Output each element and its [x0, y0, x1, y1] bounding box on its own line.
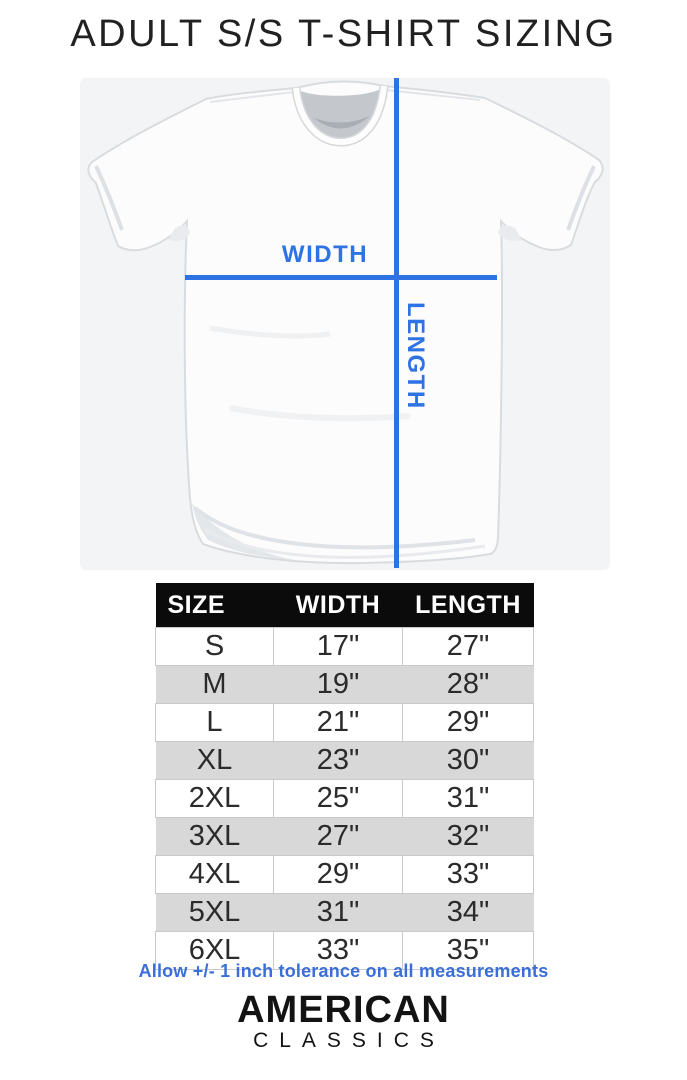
width-cell: 27"	[273, 817, 403, 856]
width-cell: 19"	[273, 665, 403, 704]
header-width: WIDTH	[273, 583, 403, 628]
length-cell: 30"	[402, 741, 534, 780]
size-cell: 2XL	[155, 779, 274, 818]
length-cell: 35"	[402, 931, 534, 970]
size-table: SIZE WIDTH LENGTH S 17" 27" M 19" 28" L …	[155, 583, 534, 970]
width-cell: 21"	[273, 703, 403, 742]
brand-name: AMERICAN	[237, 989, 450, 1031]
table-header-row: SIZE WIDTH LENGTH	[155, 583, 534, 628]
width-cell: 33"	[273, 931, 403, 970]
page-title: ADULT S/S T-SHIRT SIZING	[70, 13, 617, 55]
length-cell: 32"	[402, 817, 534, 856]
size-cell: M	[155, 665, 274, 704]
size-cell: 3XL	[155, 817, 274, 856]
width-measure-line	[185, 275, 497, 280]
table-row: 2XL 25" 31"	[155, 779, 534, 818]
length-cell: 28"	[402, 665, 534, 704]
size-cell: 5XL	[155, 893, 274, 932]
tshirt-image	[80, 78, 610, 570]
length-cell: 33"	[402, 855, 534, 894]
table-row: XL 23" 30"	[155, 741, 534, 780]
length-measure-line	[394, 78, 399, 568]
table-row: L 21" 29"	[155, 703, 534, 742]
width-cell: 23"	[273, 741, 403, 780]
size-cell: S	[155, 627, 274, 666]
table-row: 3XL 27" 32"	[155, 817, 534, 856]
length-cell: 31"	[402, 779, 534, 818]
table-row: 4XL 29" 33"	[155, 855, 534, 894]
table-row: M 19" 28"	[155, 665, 534, 704]
width-cell: 17"	[273, 627, 403, 666]
table-row: S 17" 27"	[155, 627, 534, 666]
header-length: LENGTH	[402, 583, 534, 628]
tshirt-diagram: WIDTH LENGTH	[80, 78, 610, 570]
length-cell: 27"	[402, 627, 534, 666]
table-row: 5XL 31" 34"	[155, 893, 534, 932]
brand-logo: AMERICAN CLASSICS	[0, 990, 687, 1052]
size-cell: XL	[155, 741, 274, 780]
width-cell: 31"	[273, 893, 403, 932]
width-cell: 29"	[273, 855, 403, 894]
length-cell: 34"	[402, 893, 534, 932]
brand-subname: CLASSICS	[253, 1029, 445, 1052]
length-label: LENGTH	[402, 302, 429, 410]
size-cell: 4XL	[155, 855, 274, 894]
tolerance-note: Allow +/- 1 inch tolerance on all measur…	[138, 961, 549, 981]
table-row: 6XL 33" 35"	[155, 931, 534, 970]
size-cell: L	[155, 703, 274, 742]
width-cell: 25"	[273, 779, 403, 818]
header-size: SIZE	[155, 583, 274, 628]
width-label: WIDTH	[281, 241, 369, 268]
length-cell: 29"	[402, 703, 534, 742]
